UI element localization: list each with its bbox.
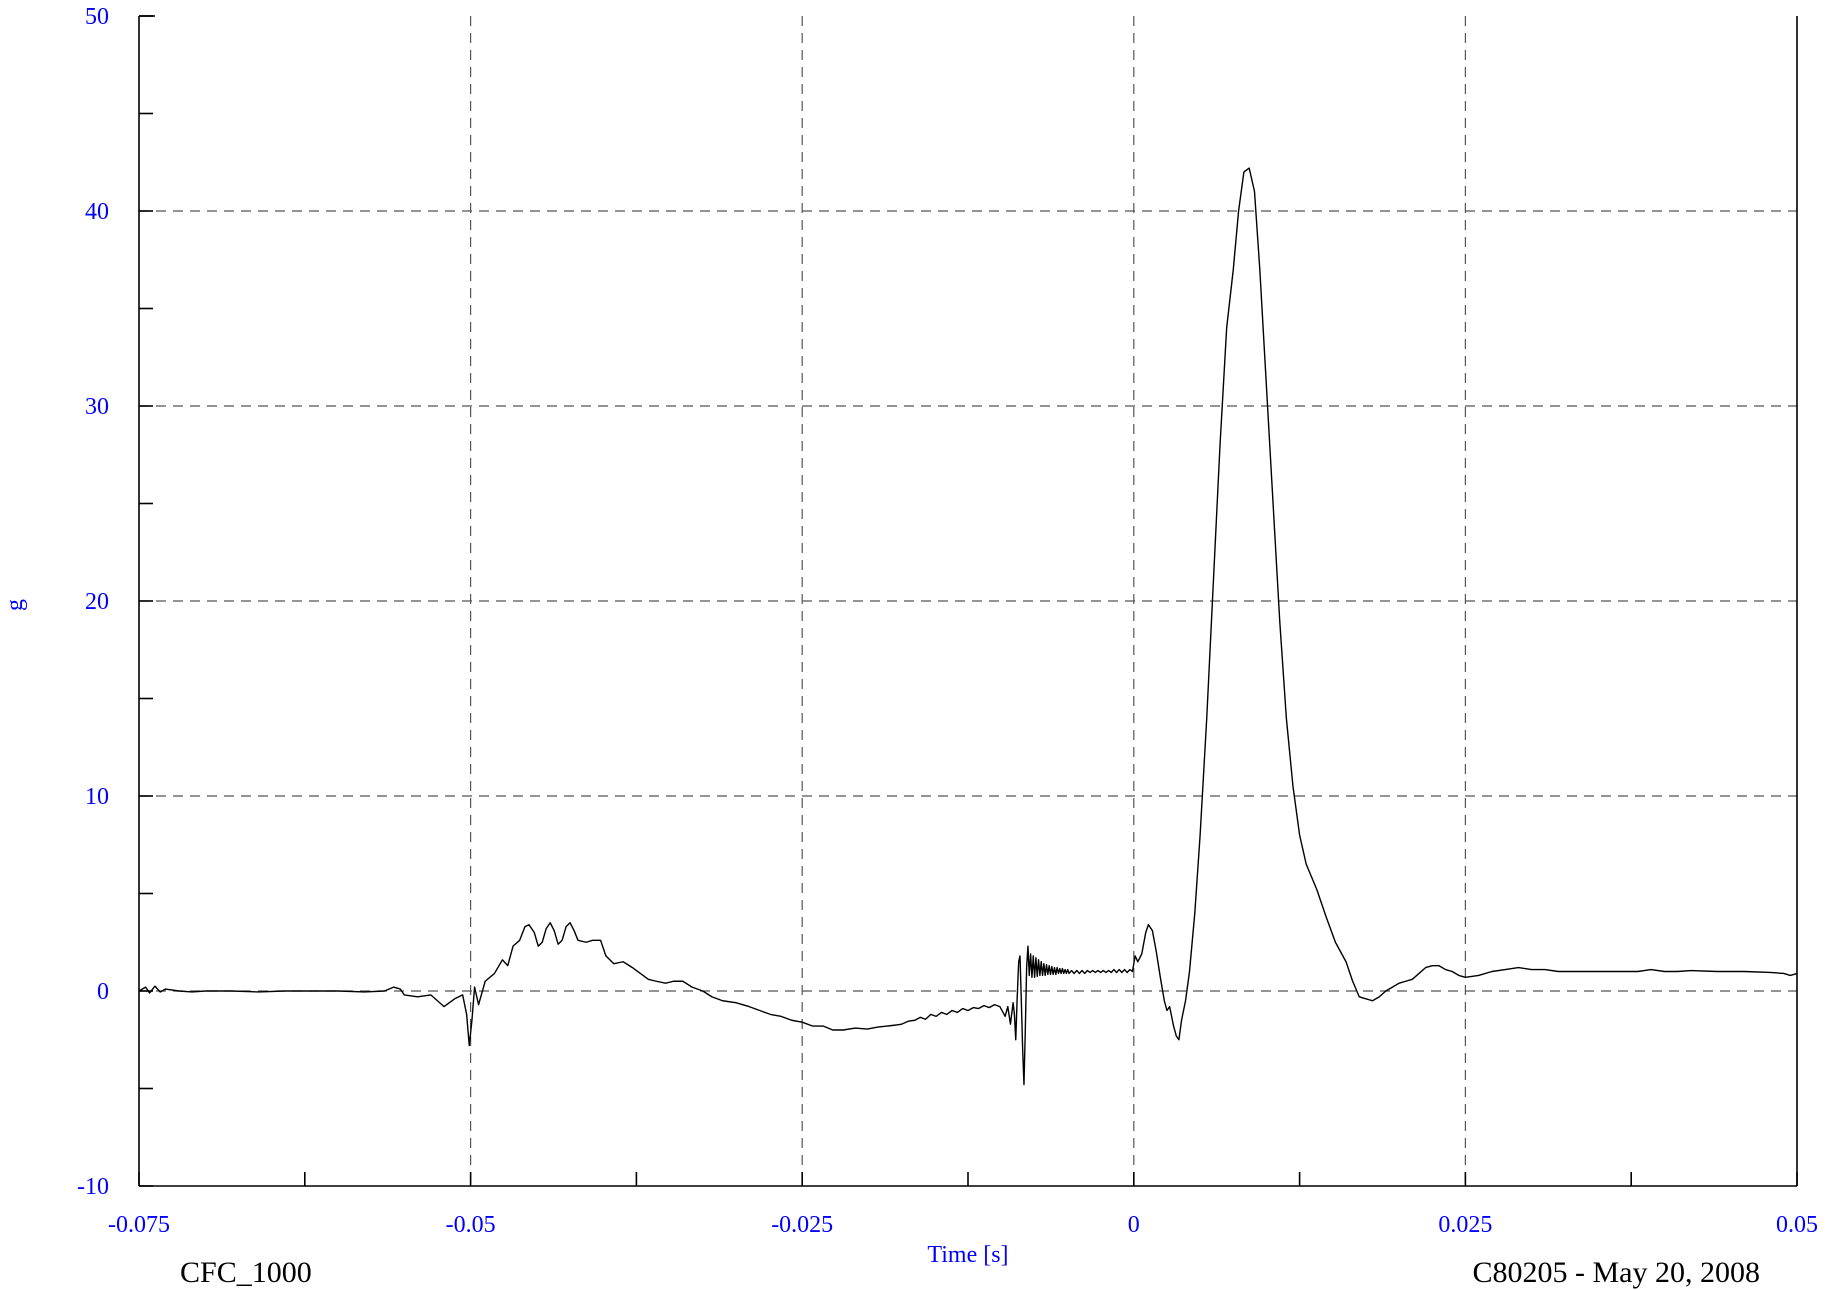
y-tick-label: 40: [85, 199, 109, 225]
filter-class-label: CFC_1000: [180, 1256, 312, 1289]
series-layer: [138, 167, 1798, 1086]
axis-ticks: [138, 15, 1798, 1187]
y-tick-label: 0: [97, 979, 109, 1005]
x-tick-label: 0: [1128, 1212, 1140, 1238]
x-tick-label: 0.05: [1776, 1212, 1818, 1238]
x-tick-label: -0.05: [446, 1212, 496, 1238]
y-tick-label: 10: [85, 784, 109, 810]
y-tick-label: 50: [85, 4, 109, 30]
test-id-date-label: C80205 - May 20, 2008: [1473, 1256, 1761, 1289]
x-axis-title: Time [s]: [927, 1242, 1008, 1268]
x-tick-label: 0.025: [1438, 1212, 1492, 1238]
y-tick-labels: -10 0 10 20 30 40 50: [77, 4, 109, 1200]
y-axis-title: g: [2, 599, 28, 611]
series-line: [138, 167, 1798, 1086]
y-tick-label: 30: [85, 394, 109, 420]
grid-lines: [139, 16, 1797, 1186]
x-tick-label: -0.025: [771, 1212, 833, 1238]
x-tick-labels: -0.075 -0.05 -0.025 0 0.025 0.05: [108, 1212, 1818, 1238]
y-tick-label: -10: [77, 1174, 109, 1200]
x-tick-label: -0.075: [108, 1212, 170, 1238]
y-tick-label: 20: [85, 589, 109, 615]
